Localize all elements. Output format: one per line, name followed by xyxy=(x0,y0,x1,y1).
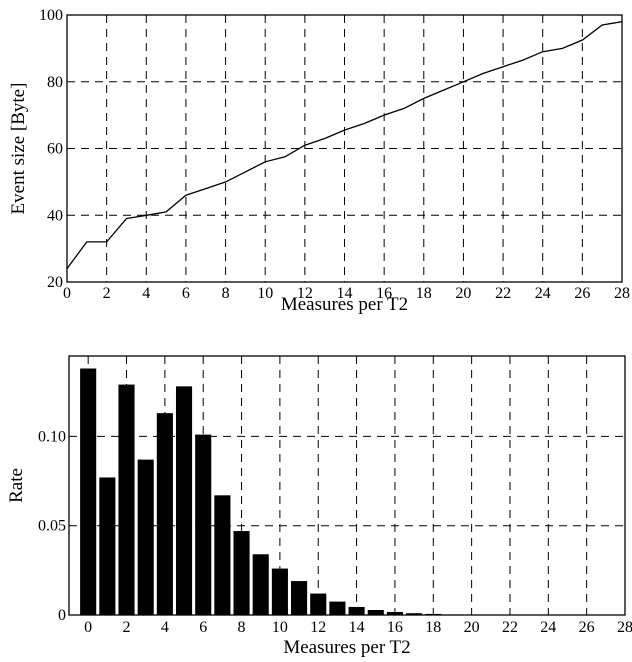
top-x-tick-label: 26 xyxy=(574,285,590,302)
top-y-tick-label: 20 xyxy=(47,274,63,291)
bottom-x-tick-label: 20 xyxy=(464,619,480,636)
bottom-x-tick-label: 24 xyxy=(540,619,556,636)
bottom-y-tick-label: 0.05 xyxy=(38,518,66,535)
rate-bar xyxy=(406,613,423,615)
bottom-x-tick-label: 18 xyxy=(425,619,441,636)
top-x-tick-label: 12 xyxy=(297,285,313,302)
rate-bar xyxy=(348,606,365,615)
rate-bar xyxy=(118,384,135,615)
top-y-tick-label: 60 xyxy=(47,141,63,158)
rate-bar xyxy=(195,434,212,615)
bottom-x-tick-label: 28 xyxy=(617,619,632,636)
top-x-tick-label: 6 xyxy=(182,285,190,302)
top-x-tick-label: 24 xyxy=(535,285,551,302)
top-y-tick-label: 80 xyxy=(47,74,63,91)
top-x-tick-label: 14 xyxy=(337,285,353,302)
top-x-tick-label: 22 xyxy=(495,285,511,302)
bottom-x-tick-label: 10 xyxy=(272,619,288,636)
rate-bar xyxy=(291,581,308,615)
rate-bar xyxy=(310,593,327,615)
top-x-tick-label: 0 xyxy=(63,285,71,302)
bottom-x-tick-label: 16 xyxy=(387,619,403,636)
top-x-tick-label: 8 xyxy=(222,285,230,302)
top-x-tick-label: 18 xyxy=(416,285,432,302)
bottom-y-tick-label: 0 xyxy=(58,607,66,624)
rate-bar xyxy=(137,459,154,615)
top-x-tick-label: 10 xyxy=(257,285,273,302)
bottom-x-tick-label: 26 xyxy=(579,619,595,636)
rate-bar xyxy=(99,477,116,615)
rate-bar xyxy=(156,413,173,615)
bottom-x-tick-label: 14 xyxy=(349,619,365,636)
top-x-tick-label: 2 xyxy=(103,285,111,302)
bottom-x-tick-label: 22 xyxy=(502,619,518,636)
bottom-y-tick-label: 0.10 xyxy=(38,428,66,445)
rate-bar xyxy=(329,601,346,615)
top-y-tick-label: 40 xyxy=(47,207,63,224)
bottom-x-tick-label: 6 xyxy=(199,619,207,636)
rate-bar xyxy=(80,368,97,615)
top-plot-frame xyxy=(66,14,623,283)
bottom-plot-frame xyxy=(68,355,626,616)
rate-bar xyxy=(252,554,269,615)
rate-bar xyxy=(233,531,250,615)
rate-bar xyxy=(367,609,384,615)
bottom-x-tick-label: 2 xyxy=(123,619,131,636)
top-y-tick-label: 100 xyxy=(39,7,63,24)
rate-bar xyxy=(175,386,193,615)
bottom-x-tick-label: 12 xyxy=(310,619,326,636)
top-x-tick-label: 20 xyxy=(455,285,471,302)
bottom-x-tick-label: 0 xyxy=(84,619,92,636)
top-x-tick-label: 16 xyxy=(376,285,392,302)
top-x-tick-label: 4 xyxy=(142,285,150,302)
rate-bar xyxy=(271,568,288,615)
bottom-x-tick-label: 4 xyxy=(161,619,169,636)
top-x-tick-label: 28 xyxy=(614,285,630,302)
event-size-series-line xyxy=(66,21,623,269)
top-x-axis-label: Measures per T2 xyxy=(281,294,408,315)
rate-bar xyxy=(214,495,231,615)
rate-bar xyxy=(386,611,403,615)
top-y-axis-label: Event size [Byte] xyxy=(8,83,29,215)
bottom-x-tick-label: 8 xyxy=(238,619,246,636)
bottom-x-axis-label: Measures per T2 xyxy=(283,637,410,658)
bottom-y-axis-label: Rate xyxy=(6,468,27,503)
